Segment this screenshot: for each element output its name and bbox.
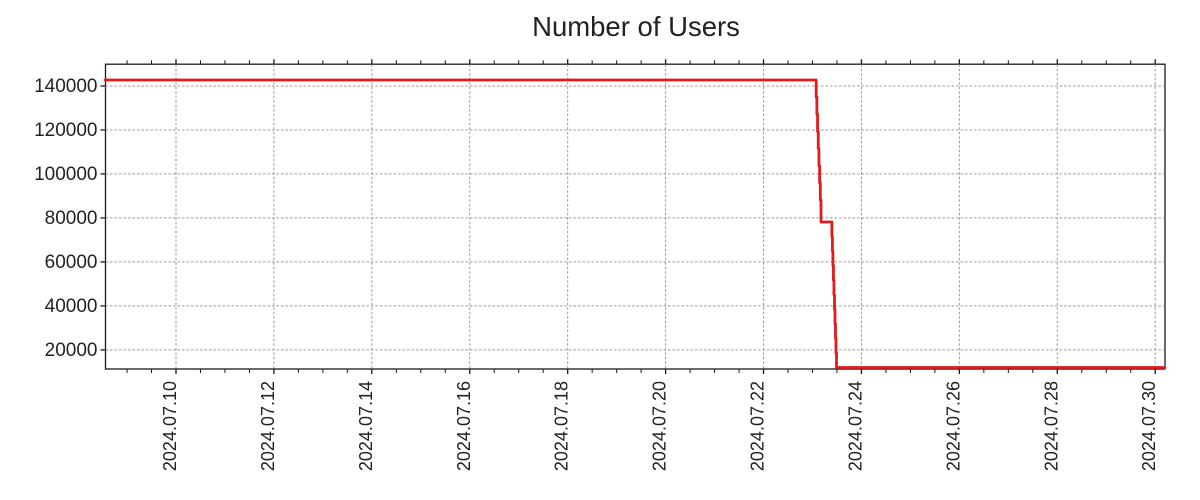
svg-text:2024.07.16: 2024.07.16	[454, 381, 474, 471]
svg-text:2024.07.28: 2024.07.28	[1041, 381, 1061, 471]
svg-text:60000: 60000	[45, 252, 98, 273]
svg-text:2024.07.12: 2024.07.12	[258, 381, 278, 471]
svg-text:100000: 100000	[34, 164, 97, 185]
svg-text:20000: 20000	[45, 340, 98, 361]
svg-text:2024.07.26: 2024.07.26	[943, 381, 963, 471]
svg-text:40000: 40000	[45, 296, 98, 317]
svg-text:2024.07.10: 2024.07.10	[160, 381, 180, 471]
svg-text:2024.07.22: 2024.07.22	[748, 381, 768, 471]
svg-text:2024.07.18: 2024.07.18	[552, 381, 572, 471]
svg-text:2024.07.30: 2024.07.30	[1139, 381, 1159, 471]
svg-text:120000: 120000	[34, 120, 97, 141]
svg-text:140000: 140000	[34, 76, 97, 97]
svg-text:80000: 80000	[45, 208, 98, 229]
svg-text:2024.07.14: 2024.07.14	[356, 381, 376, 471]
svg-text:2024.07.24: 2024.07.24	[845, 381, 865, 471]
svg-text:2024.07.20: 2024.07.20	[650, 381, 670, 471]
